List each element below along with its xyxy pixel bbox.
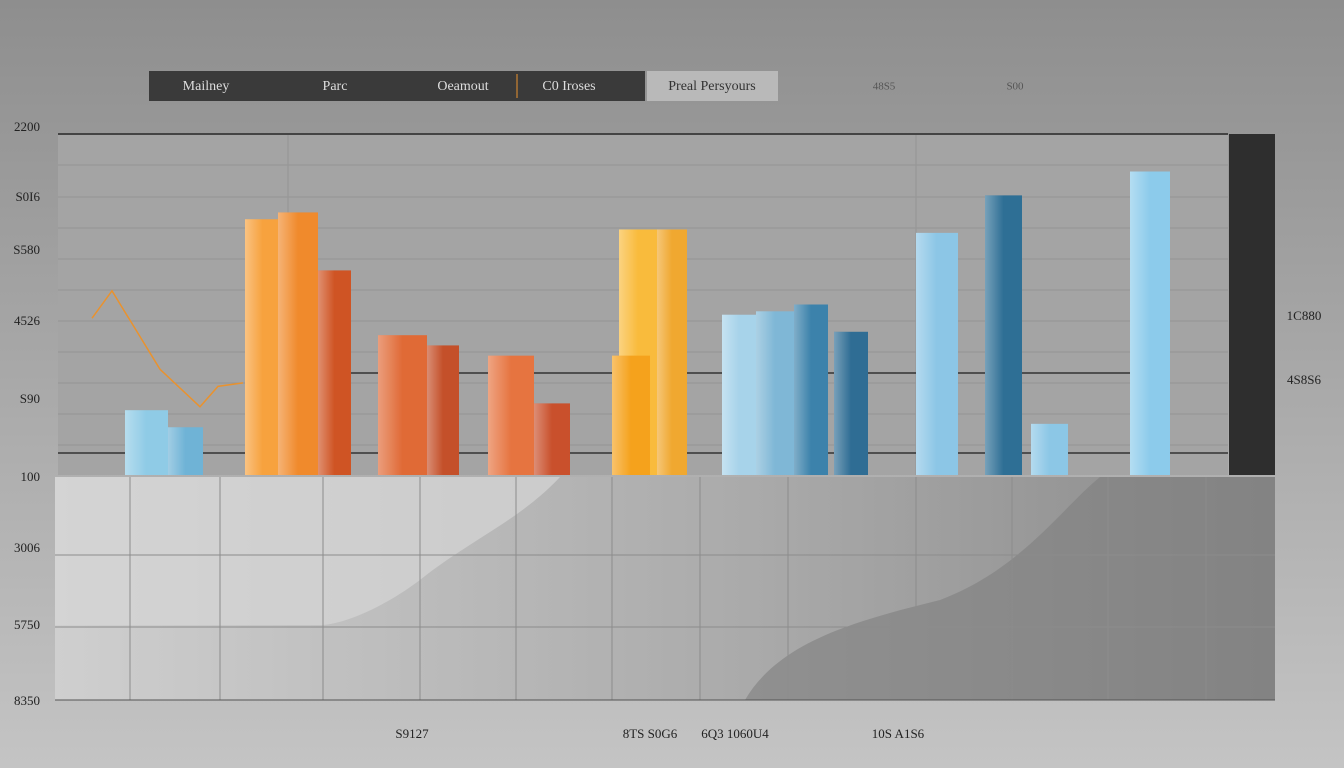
y-axis-label: 100 bbox=[21, 469, 41, 484]
header-label: Parc bbox=[323, 79, 348, 94]
bar-highlight bbox=[1130, 171, 1150, 475]
bar-highlight bbox=[278, 212, 298, 475]
x-axis-label: S9127 bbox=[395, 726, 429, 741]
right-axis-label: 1C880 bbox=[1287, 308, 1322, 323]
y-axis-label: 8350 bbox=[14, 693, 40, 708]
y-axis-label: 3006 bbox=[14, 540, 41, 555]
header-label: 48S5 bbox=[873, 81, 896, 93]
x-axis-label: 6Q3 1060U4 bbox=[701, 726, 769, 741]
bar-highlight bbox=[756, 311, 775, 475]
side-panel bbox=[1229, 134, 1275, 475]
y-axis-label: 5750 bbox=[14, 617, 40, 632]
bar-highlight bbox=[1031, 423, 1050, 475]
header-label: C0 Iroses bbox=[542, 79, 595, 94]
lower-panel bbox=[55, 477, 1275, 701]
bar-highlight bbox=[722, 314, 739, 475]
header-label: Mailney bbox=[183, 79, 230, 94]
bar-highlight bbox=[794, 304, 811, 475]
y-axis-label: 2200 bbox=[14, 119, 40, 134]
bar-highlight bbox=[985, 195, 1004, 475]
x-axis-label: 8TS S0G6 bbox=[623, 726, 678, 741]
y-axis-label: 4526 bbox=[14, 313, 41, 328]
y-axis-label: S580 bbox=[13, 242, 40, 257]
bar-highlight bbox=[125, 410, 147, 475]
bar-highlight bbox=[657, 229, 672, 475]
right-axis-label: 4S8S6 bbox=[1287, 372, 1321, 387]
header-label: S00 bbox=[1006, 81, 1024, 93]
header-label: Preal Persyours bbox=[668, 79, 756, 94]
y-axis-label: S0I6 bbox=[15, 189, 40, 204]
y-axis-label: S90 bbox=[20, 391, 40, 406]
bar-highlight bbox=[245, 219, 263, 475]
bar-highlight bbox=[427, 345, 443, 475]
bar-highlight bbox=[534, 403, 552, 475]
x-axis-label: 10S A1S6 bbox=[872, 726, 925, 741]
bar-highlight bbox=[378, 335, 403, 475]
bar-highlight bbox=[488, 355, 511, 475]
bar-highlight bbox=[168, 427, 186, 475]
header bbox=[149, 71, 778, 101]
trend-line bbox=[91, 289, 244, 408]
bar-highlight bbox=[916, 232, 937, 475]
bar-highlight bbox=[612, 355, 631, 475]
bar-highlight bbox=[318, 270, 335, 475]
header-label: Oeamout bbox=[437, 79, 488, 94]
bar-highlight bbox=[834, 331, 851, 475]
